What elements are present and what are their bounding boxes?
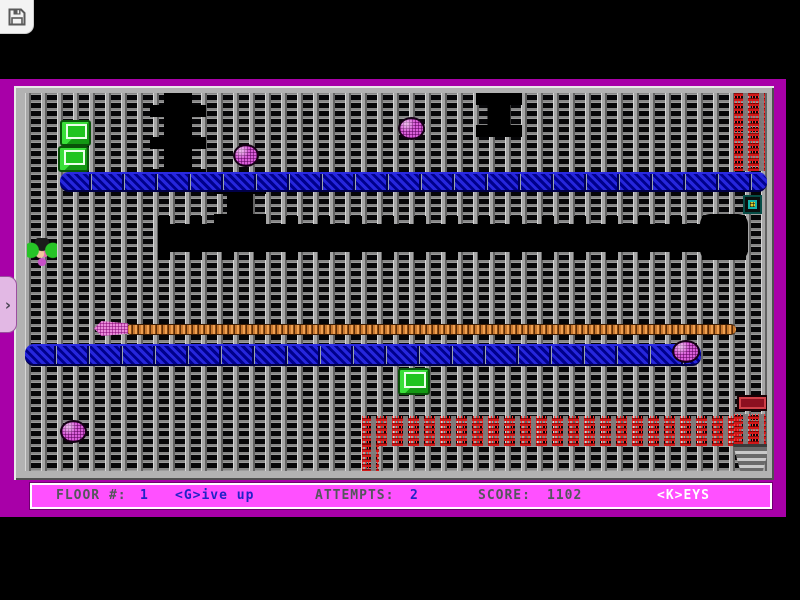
save-icon [7, 7, 27, 27]
player-sprite [27, 238, 57, 266]
rednoise-sprite [362, 444, 379, 471]
attempts-label: ATTEMPTS: [315, 488, 395, 503]
rednoise-sprite [734, 93, 765, 171]
attempts-value: 2 [410, 488, 419, 503]
box-sprite [60, 120, 91, 146]
monitor-sprite [743, 195, 762, 214]
ball-sprite [60, 420, 87, 443]
playfield[interactable] [25, 93, 767, 471]
save-button[interactable] [0, 0, 34, 34]
coil-sprite [126, 324, 736, 335]
floor-value: 1 [140, 488, 149, 503]
platform-sprite [60, 172, 767, 192]
floor-label: FLOOR #: [56, 488, 127, 503]
side-panel-tab[interactable]: › [0, 276, 17, 333]
tunnel-blob-sprite [700, 214, 748, 260]
box-sprite [58, 146, 89, 172]
chevron-right-icon: › [4, 295, 12, 314]
tunnel-v-sprite [150, 93, 206, 181]
rednoise-sprite [362, 416, 742, 446]
tunnel-v-sprite [476, 93, 522, 137]
ball-sprite [233, 144, 259, 167]
give-up-command: <G>ive up [175, 488, 255, 503]
score-value: 1102 [547, 488, 583, 503]
score-label: SCORE: [478, 488, 531, 503]
status-bar: FLOOR #: 1 <G>ive up ATTEMPTS: 2 SCORE: … [30, 483, 772, 509]
sprite-layer [25, 93, 767, 471]
needle-sprite [94, 321, 128, 336]
keys-command: <K>EYS [657, 488, 710, 503]
tunnel-h-sprite [158, 216, 748, 260]
rednoise-sprite [734, 414, 766, 444]
platform-sprite [25, 344, 701, 366]
sign-sprite [737, 395, 767, 411]
box-sprite [398, 368, 430, 395]
ball-sprite [398, 117, 425, 140]
ball-sprite [672, 340, 700, 363]
funnel-sprite [732, 444, 767, 471]
